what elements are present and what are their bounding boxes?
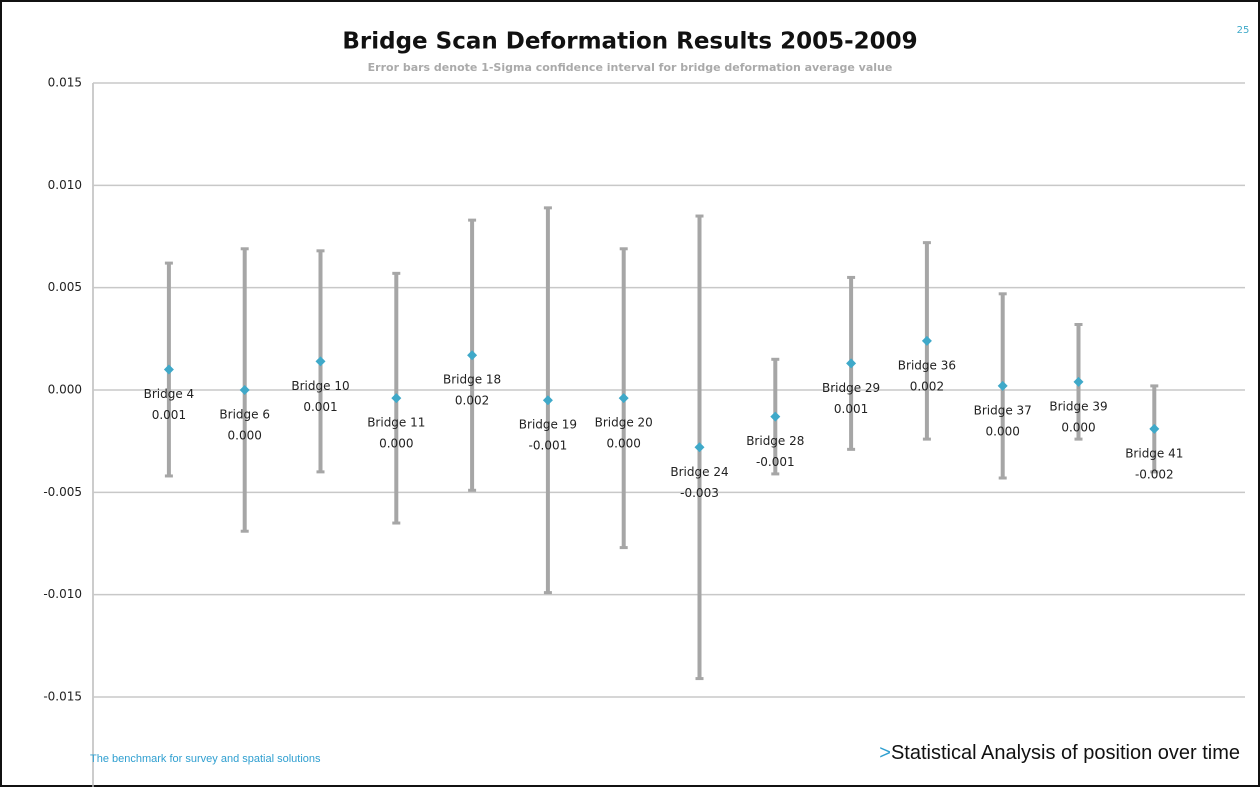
marker (542, 395, 553, 406)
category-label: Bridge 4 (144, 387, 195, 401)
y-tick-label: -0.005 (43, 485, 82, 499)
category-label: Bridge 39 (1049, 399, 1107, 413)
marker (618, 393, 629, 404)
footer-text: Statistical Analysis of position over ti… (891, 742, 1240, 764)
value-label: 0.001 (303, 400, 337, 414)
value-label: 0.000 (379, 437, 413, 451)
category-label: Bridge 24 (670, 465, 728, 479)
y-tick-label: 0.015 (48, 76, 82, 90)
value-label: 0.001 (834, 402, 868, 416)
marker (846, 358, 857, 369)
category-label: Bridge 20 (595, 416, 653, 430)
y-tick-label: 0.000 (48, 383, 82, 397)
value-label: -0.003 (680, 486, 719, 500)
category-label: Bridge 28 (746, 434, 804, 448)
marker (239, 385, 250, 395)
category-label: Bridge 37 (974, 403, 1032, 417)
marker (694, 442, 705, 453)
category-label: Bridge 19 (519, 418, 577, 432)
category-label: Bridge 36 (898, 358, 956, 372)
marker (163, 364, 174, 375)
marker (391, 393, 402, 404)
value-label: 0.002 (910, 379, 944, 393)
value-label: -0.001 (756, 455, 795, 469)
category-label: Bridge 11 (367, 416, 425, 430)
value-label: 0.000 (986, 424, 1020, 438)
category-label: Bridge 18 (443, 373, 501, 387)
value-label: 0.000 (1061, 420, 1095, 434)
value-label: -0.001 (529, 439, 568, 453)
y-tick-label: 0.005 (48, 280, 82, 294)
value-label: 0.002 (455, 394, 489, 408)
marker (467, 350, 478, 361)
marker (1073, 376, 1084, 387)
value-label: 0.000 (228, 429, 262, 443)
slide-number: 25 (1237, 25, 1250, 36)
y-tick-label: -0.015 (43, 690, 82, 704)
marker (1149, 423, 1160, 434)
marker (997, 380, 1008, 391)
marker (315, 356, 326, 367)
y-tick-label: 0.010 (48, 178, 82, 192)
footer-right: >Statistical Analysis of position over t… (879, 742, 1240, 764)
marker (921, 335, 932, 346)
chart-title: Bridge Scan Deformation Results 2005-200… (342, 29, 917, 55)
y-tick-label: -0.010 (43, 587, 82, 601)
category-label: Bridge 41 (1125, 446, 1183, 460)
value-label: 0.000 (607, 437, 641, 451)
value-label: -0.002 (1135, 467, 1174, 481)
footer-left: The benchmark for survey and spatial sol… (90, 753, 321, 765)
chart-subtitle: Error bars denote 1-Sigma confidence int… (368, 61, 893, 74)
category-label: Bridge 29 (822, 381, 880, 395)
category-label: Bridge 10 (291, 379, 349, 393)
category-label: Bridge 6 (219, 408, 270, 422)
value-label: 0.001 (152, 408, 186, 422)
footer-marker: > (879, 742, 891, 764)
marker (770, 411, 781, 422)
